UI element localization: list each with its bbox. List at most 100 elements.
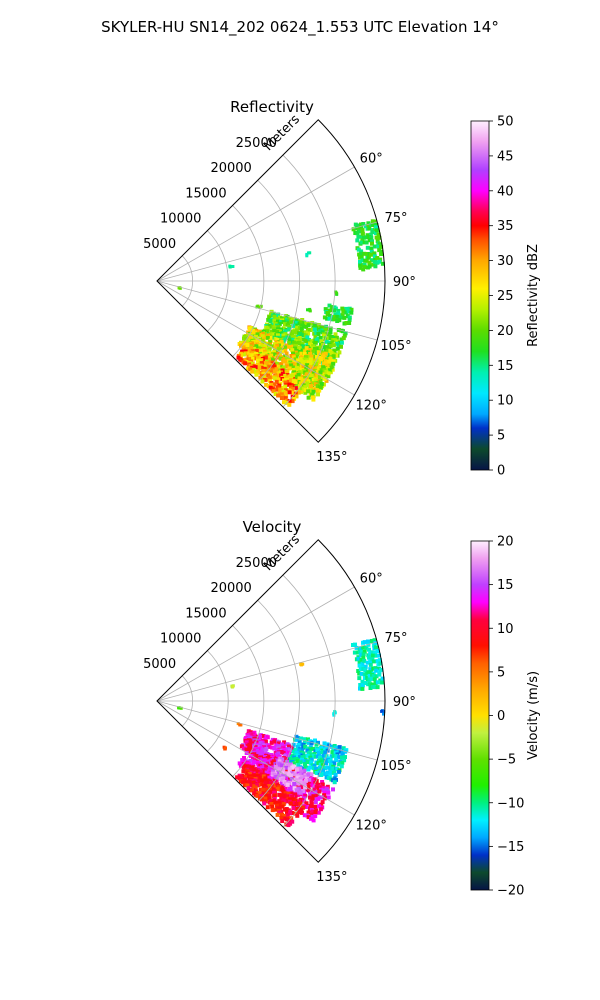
echo-cell (299, 351, 304, 356)
echo-cell (289, 378, 294, 383)
echo-cell (292, 373, 297, 378)
echo-cell (247, 326, 252, 331)
echo-cell (358, 263, 363, 268)
angular-gridline (156, 641, 378, 702)
echo-cell (255, 356, 260, 361)
echo-cell (311, 805, 316, 810)
echo-cell (324, 761, 329, 766)
echo-cell (284, 375, 289, 380)
echo-cell (253, 334, 258, 339)
echo-cell (332, 780, 337, 785)
echo-cell (295, 365, 299, 370)
echo-cell (305, 335, 310, 340)
echo-cell (285, 794, 290, 799)
echo-cell (292, 777, 297, 782)
echo-cell (306, 308, 309, 312)
echo-cell (374, 228, 379, 233)
echo-cell (374, 225, 379, 230)
echo-cell (313, 814, 318, 819)
echo-cell (267, 775, 272, 780)
echo-cell (306, 395, 311, 400)
echo-cell (301, 360, 306, 365)
echo-cell (357, 252, 362, 257)
echo-cell (280, 819, 285, 823)
echo-cell (370, 241, 374, 246)
echo-cell (309, 816, 313, 821)
colorbar-tick-label: 0 (497, 709, 505, 724)
echo-cell (367, 682, 372, 687)
echo-cell (281, 320, 286, 325)
echo-cell (249, 345, 254, 350)
echo-cell (287, 402, 292, 407)
echo-cell (268, 340, 272, 345)
echo-cell (248, 367, 253, 372)
echo-cell (312, 327, 317, 332)
echo-cell (316, 761, 321, 766)
echo-cell (307, 740, 311, 745)
echo-cell (302, 768, 307, 773)
echo-cell (263, 764, 268, 769)
echo-cell (284, 370, 289, 375)
echo-cell (284, 398, 289, 403)
echo-cell (325, 771, 330, 776)
echo-cell (277, 391, 282, 396)
echo-cell (242, 758, 247, 763)
echo-cell (268, 370, 273, 375)
echo-cell (310, 797, 315, 802)
echo-cell (275, 330, 280, 334)
echo-cell (296, 781, 301, 786)
echo-cell (310, 395, 315, 400)
echo-cell (313, 335, 318, 340)
echo-cell (319, 795, 324, 800)
echo-cell (259, 365, 264, 370)
echo-cell (262, 377, 267, 382)
echo-cell (178, 286, 182, 290)
echo-cell (358, 683, 363, 687)
echo-cell (365, 252, 370, 256)
echo-cell (375, 256, 380, 260)
echo-cell (293, 362, 298, 367)
echo-cell (376, 244, 381, 249)
echo-cell (268, 332, 273, 337)
echo-cell (343, 755, 347, 759)
echo-cell (276, 377, 281, 382)
colorbar-tick-label: 5 (497, 665, 505, 680)
echo-cell (325, 765, 330, 770)
echo-cell (286, 744, 291, 749)
echo-cell (287, 767, 292, 772)
echo-cell (298, 381, 303, 386)
echo-cell (322, 315, 327, 320)
echo-cell (255, 793, 260, 798)
echo-cell (273, 800, 278, 805)
echo-cell (369, 252, 374, 257)
radial-axis-label: Meters (261, 532, 303, 574)
echo-cell (307, 251, 310, 255)
echo-cell (377, 259, 382, 264)
echo-cell (332, 317, 337, 322)
echo-cell (314, 355, 319, 359)
echo-cell (338, 313, 343, 318)
echo-cell (337, 762, 342, 767)
echo-cell (277, 792, 282, 797)
angular-gridline (156, 280, 378, 341)
echo-cell (272, 790, 277, 795)
echo-cell (305, 375, 310, 380)
echo-cell (262, 366, 267, 371)
echo-cell (373, 264, 378, 269)
echo-cell (274, 374, 279, 379)
echo-cell (265, 744, 270, 749)
echo-cell (312, 374, 317, 379)
echo-cell (272, 739, 277, 744)
echo-cell (323, 307, 328, 312)
echo-cell (324, 370, 329, 374)
echo-cell (242, 783, 247, 788)
echo-cell (272, 364, 277, 369)
echo-cell (307, 348, 312, 352)
panel-title: Velocity (243, 518, 302, 536)
echo-cell (361, 655, 366, 660)
echo-cell (285, 760, 290, 764)
colorbar-label: Velocity (m/s) (526, 671, 541, 760)
echo-cell (283, 791, 288, 796)
echo-cell (270, 804, 275, 809)
echo-cell (335, 292, 339, 296)
